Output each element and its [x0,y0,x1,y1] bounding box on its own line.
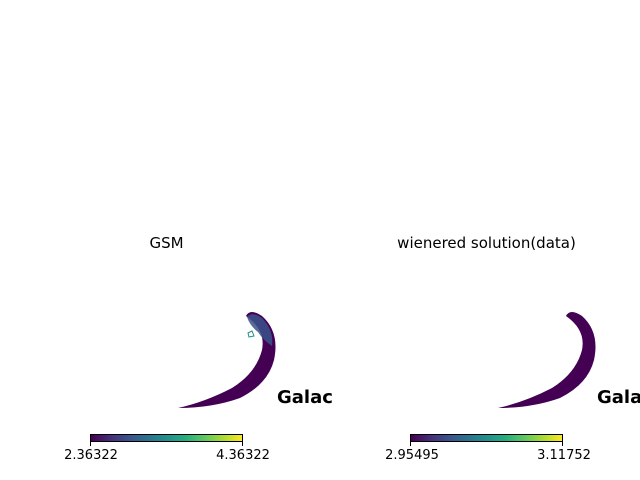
wiener-colorbar-min-label: 2.95495 [385,448,439,463]
wiener-sky-arc [498,312,596,408]
wiener-panel: wienered solution(data) Gala 2.95495 3.1… [320,0,640,480]
gsm-panel: GSM Galac 2.36322 4.36322 [64,234,333,463]
gsm-galac-label: Galac [277,387,333,408]
wiener-colorbar-tick-max [562,442,563,446]
gsm-colorbar [90,434,243,442]
gsm-contour [247,330,255,338]
gsm-map: Galac [178,312,333,408]
gsm-sky-arc [178,312,276,408]
wiener-map: Gala [498,312,640,408]
wiener-title: wienered solution(data) [397,234,576,252]
gsm-colorbar-tick-min [90,442,91,446]
gsm-title: GSM [149,234,184,252]
wiener-colorbar-tick-min [410,442,411,446]
gsm-colorbar-max-label: 4.36322 [216,448,270,463]
wiener-colorbar-max-label: 3.11752 [537,448,591,463]
gsm-colorbar-tick-max [242,442,243,446]
gsm-bright-region [247,314,273,346]
gsm-colorbar-min-label: 2.36322 [64,448,118,463]
wiener-colorbar [410,434,563,442]
wiener-galac-label: Gala [597,387,640,408]
